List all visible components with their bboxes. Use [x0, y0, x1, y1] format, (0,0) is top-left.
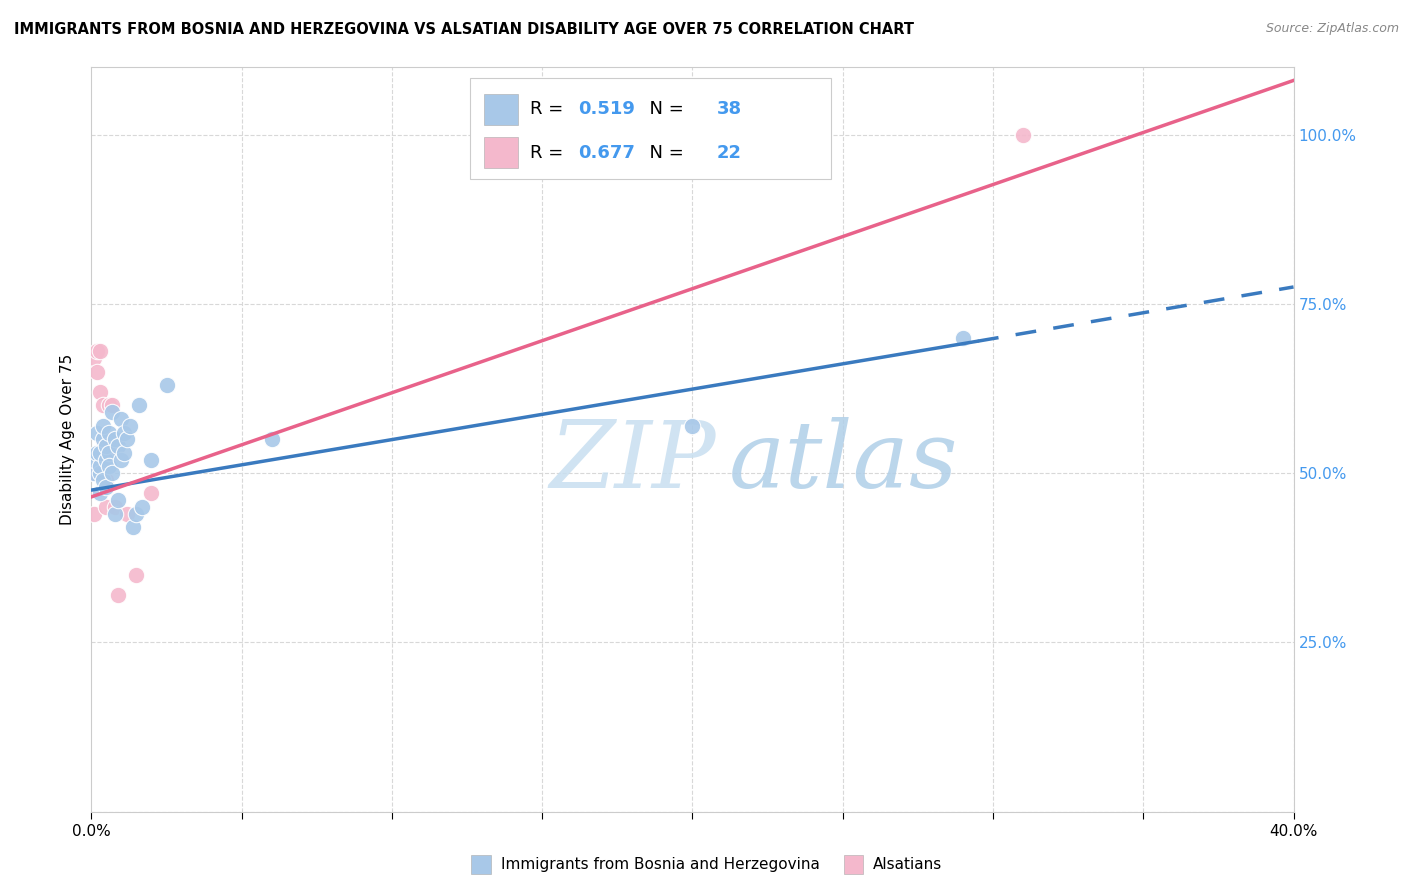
Point: [141, 452, 163, 467]
Text: Immigrants from Bosnia and Herzegovina: Immigrants from Bosnia and Herzegovina: [501, 857, 820, 871]
Point: [117, 433, 139, 447]
Point: [114, 446, 136, 460]
Point: [83, 351, 105, 365]
Point: [93, 418, 115, 433]
Point: [141, 486, 163, 500]
Point: [101, 399, 124, 413]
Point: [89, 459, 111, 474]
Point: [89, 466, 111, 480]
Text: atlas: atlas: [728, 417, 957, 507]
Y-axis label: Disability Age Over 75: Disability Age Over 75: [60, 354, 76, 524]
Point: [86, 425, 108, 440]
Text: R =: R =: [530, 144, 569, 161]
Point: [98, 399, 121, 413]
Point: [86, 365, 108, 379]
Point: [96, 500, 118, 514]
Point: [98, 425, 121, 440]
Point: [101, 446, 124, 460]
Point: [952, 331, 974, 345]
Point: [93, 433, 115, 447]
Point: [107, 588, 129, 602]
Point: [122, 520, 145, 534]
Point: [96, 480, 118, 494]
Point: [104, 507, 127, 521]
Text: R =: R =: [530, 101, 569, 119]
Point: [120, 418, 142, 433]
Point: [89, 384, 111, 399]
FancyBboxPatch shape: [470, 78, 831, 178]
Point: [86, 446, 108, 460]
Point: [98, 433, 121, 447]
Text: N =: N =: [638, 101, 690, 119]
Point: [89, 446, 111, 460]
FancyBboxPatch shape: [485, 94, 519, 125]
Text: Source: ZipAtlas.com: Source: ZipAtlas.com: [1265, 22, 1399, 36]
Point: [131, 500, 153, 514]
Point: [83, 466, 105, 480]
Point: [101, 405, 124, 419]
Point: [83, 452, 105, 467]
Text: N =: N =: [638, 144, 690, 161]
Point: [104, 433, 127, 447]
Point: [89, 344, 111, 359]
Text: 38: 38: [717, 101, 741, 119]
Point: [93, 433, 115, 447]
Text: 22: 22: [717, 144, 741, 161]
Point: [114, 425, 136, 440]
Point: [101, 466, 124, 480]
Point: [1012, 128, 1035, 142]
Point: [107, 493, 129, 508]
Point: [260, 433, 283, 447]
Point: [96, 439, 118, 453]
Text: ZIP: ZIP: [550, 417, 717, 507]
Point: [681, 418, 703, 433]
Point: [83, 466, 105, 480]
Point: [155, 378, 177, 392]
Point: [128, 399, 150, 413]
Text: IMMIGRANTS FROM BOSNIA AND HERZEGOVINA VS ALSATIAN DISABILITY AGE OVER 75 CORREL: IMMIGRANTS FROM BOSNIA AND HERZEGOVINA V…: [14, 22, 914, 37]
Point: [93, 399, 115, 413]
Point: [89, 486, 111, 500]
Point: [107, 439, 129, 453]
Point: [117, 507, 139, 521]
Text: Alsatians: Alsatians: [873, 857, 942, 871]
Point: [86, 344, 108, 359]
Point: [125, 507, 148, 521]
Point: [96, 452, 118, 467]
Point: [89, 466, 111, 480]
FancyBboxPatch shape: [485, 136, 519, 169]
Text: 0.519: 0.519: [578, 101, 636, 119]
Text: 0.677: 0.677: [578, 144, 636, 161]
Point: [98, 446, 121, 460]
Point: [104, 500, 127, 514]
Point: [110, 452, 132, 467]
Point: [98, 459, 121, 474]
Point: [110, 412, 132, 426]
Point: [83, 507, 105, 521]
Point: [125, 567, 148, 582]
Point: [96, 473, 118, 487]
Point: [93, 473, 115, 487]
